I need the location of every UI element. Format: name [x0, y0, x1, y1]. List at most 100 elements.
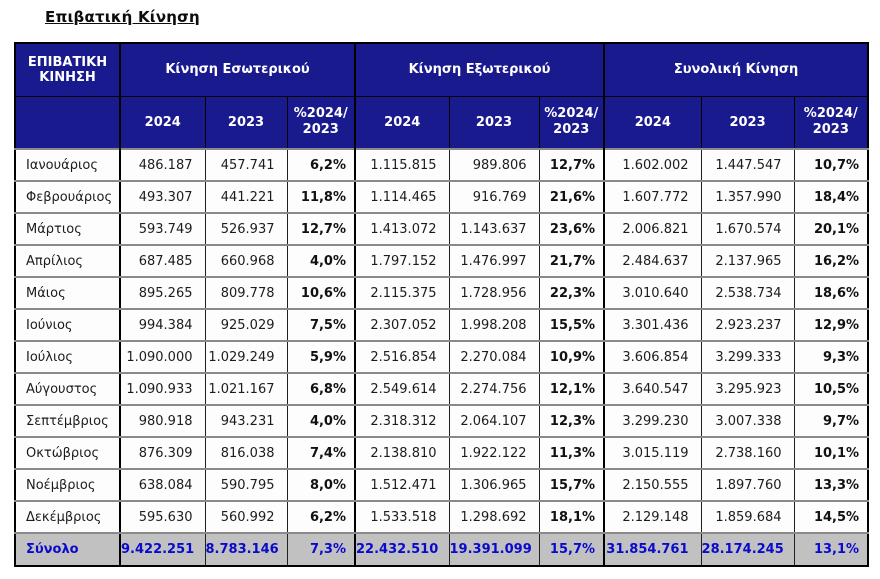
total-value: 28.174.245 [700, 532, 795, 567]
pct-header: %2024/ 2023 [793, 95, 869, 150]
cell-value: 13,3% [793, 468, 869, 502]
cell-value: 943.231 [204, 404, 288, 438]
cell-value: 2.064.107 [448, 404, 540, 438]
cell-value: 493.307 [119, 180, 206, 214]
group-header-domestic: Κίνηση Εσωτερικού [118, 42, 356, 97]
cell-value: 1.306.965 [448, 468, 540, 502]
month-label: Ιούλιος [14, 340, 121, 374]
cell-value: 11,3% [538, 436, 605, 470]
cell-value: 7,4% [286, 436, 356, 470]
cell-value: 1.029.249 [204, 340, 288, 374]
cell-value: 3.295.923 [700, 372, 795, 406]
cell-value: 638.084 [119, 468, 206, 502]
total-value: 22.432.510 [354, 532, 450, 567]
cell-value: 4,0% [286, 404, 356, 438]
table-row: Δεκέμβριος 595.630 560.992 6,2% 1.533.51… [14, 500, 869, 534]
cell-value: 12,7% [538, 148, 605, 182]
month-label: Αύγουστος [14, 372, 121, 406]
cell-value: 2.549.614 [354, 372, 450, 406]
cell-value: 6,2% [286, 500, 356, 534]
month-label: Μάιος [14, 276, 121, 310]
cell-value: 18,4% [793, 180, 869, 214]
cell-value: 2.738.160 [700, 436, 795, 470]
group-header-total: Συνολική Κίνηση [603, 42, 869, 97]
month-label: Νοέμβριος [14, 468, 121, 502]
month-label: Ιανουάριος [14, 148, 121, 182]
cell-value: 660.968 [204, 244, 288, 278]
cell-value: 3.299.333 [700, 340, 795, 374]
cell-value: 20,1% [793, 212, 869, 246]
cell-value: 925.029 [204, 308, 288, 342]
cell-value: 16,2% [793, 244, 869, 278]
month-label: Δεκέμβριος [14, 500, 121, 534]
cell-value: 1.859.684 [700, 500, 795, 534]
passenger-traffic-table: ΕΠΙΒΑΤΙΚΗ ΚΙΝΗΣΗ Κίνηση Εσωτερικού Κίνησ… [14, 42, 870, 567]
cell-value: 457.741 [204, 148, 288, 182]
cell-value: 980.918 [119, 404, 206, 438]
cell-value: 994.384 [119, 308, 206, 342]
cell-value: 916.769 [448, 180, 540, 214]
cell-value: 3.010.640 [603, 276, 702, 310]
pct-header: %2024/ 2023 [538, 95, 605, 150]
cell-value: 593.749 [119, 212, 206, 246]
cell-value: 23,6% [538, 212, 605, 246]
cell-value: 1.298.692 [448, 500, 540, 534]
month-label: Απρίλιος [14, 244, 121, 278]
table-row: Ιούνιος 994.384 925.029 7,5% 2.307.052 1… [14, 308, 869, 342]
year-header: 2023 [204, 95, 288, 150]
total-label: Σύνολο [14, 532, 121, 567]
year-header: 2023 [448, 95, 540, 150]
corner-header-empty [14, 95, 121, 150]
cell-value: 18,1% [538, 500, 605, 534]
cell-value: 3.640.547 [603, 372, 702, 406]
cell-value: 590.795 [204, 468, 288, 502]
cell-value: 1.115.815 [354, 148, 450, 182]
total-value: 9.422.251 [119, 532, 206, 567]
cell-value: 3.015.119 [603, 436, 702, 470]
total-value: 13,1% [793, 532, 869, 567]
cell-value: 12,1% [538, 372, 605, 406]
cell-value: 3.606.854 [603, 340, 702, 374]
cell-value: 2.307.052 [354, 308, 450, 342]
total-value: 31.854.761 [603, 532, 702, 567]
year-header: 2023 [700, 95, 795, 150]
cell-value: 526.937 [204, 212, 288, 246]
cell-value: 1.021.167 [204, 372, 288, 406]
table-row: Μάιος 895.265 809.778 10,6% 2.115.375 1.… [14, 276, 869, 310]
cell-value: 5,9% [286, 340, 356, 374]
table-row: Μάρτιος 593.749 526.937 12,7% 1.413.072 … [14, 212, 869, 246]
header-group-row: ΕΠΙΒΑΤΙΚΗ ΚΙΝΗΣΗ Κίνηση Εσωτερικού Κίνησ… [14, 42, 869, 97]
cell-value: 9,7% [793, 404, 869, 438]
table-row: Ιούλιος 1.090.000 1.029.249 5,9% 2.516.8… [14, 340, 869, 374]
cell-value: 10,5% [793, 372, 869, 406]
cell-value: 560.992 [204, 500, 288, 534]
cell-value: 18,6% [793, 276, 869, 310]
page-title: Επιβατική Κίνηση [45, 8, 200, 26]
cell-value: 21,7% [538, 244, 605, 278]
cell-value: 4,0% [286, 244, 356, 278]
cell-value: 2.129.148 [603, 500, 702, 534]
cell-value: 2.006.821 [603, 212, 702, 246]
cell-value: 21,6% [538, 180, 605, 214]
table-row: Νοέμβριος 638.084 590.795 8,0% 1.512.471… [14, 468, 869, 502]
cell-value: 1.607.772 [603, 180, 702, 214]
cell-value: 687.485 [119, 244, 206, 278]
cell-value: 2.150.555 [603, 468, 702, 502]
cell-value: 1.143.637 [448, 212, 540, 246]
cell-value: 1.922.122 [448, 436, 540, 470]
year-header: 2024 [354, 95, 450, 150]
cell-value: 14,5% [793, 500, 869, 534]
cell-value: 3.007.338 [700, 404, 795, 438]
year-header: 2024 [603, 95, 702, 150]
cell-value: 2.484.637 [603, 244, 702, 278]
table-row: Απρίλιος 687.485 660.968 4,0% 1.797.152 … [14, 244, 869, 278]
cell-value: 1.602.002 [603, 148, 702, 182]
cell-value: 486.187 [119, 148, 206, 182]
cell-value: 1.897.760 [700, 468, 795, 502]
total-value: 19.391.099 [448, 532, 540, 567]
month-label: Οκτώβριος [14, 436, 121, 470]
cell-value: 1.447.547 [700, 148, 795, 182]
table-row: Αύγουστος 1.090.933 1.021.167 6,8% 2.549… [14, 372, 869, 406]
cell-value: 1.512.471 [354, 468, 450, 502]
